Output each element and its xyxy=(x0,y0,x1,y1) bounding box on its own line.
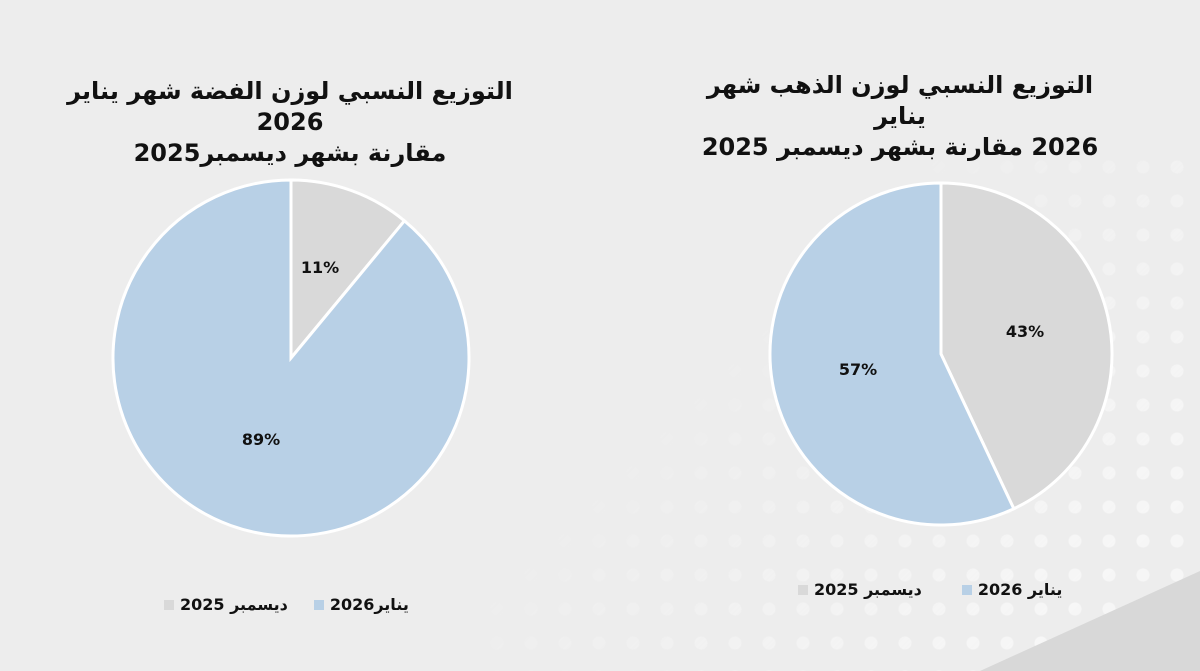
title-line: 2026 مقارنة بشهر ديسمبر 2025 xyxy=(701,133,1099,161)
legend-item-january: يناير2026 xyxy=(313,595,409,614)
gold-legend: ديسمبر 2025 يناير 2026 xyxy=(798,580,1062,599)
title-line: التوزيع النسبي لوزن الفضة شهر يناير 2026 xyxy=(67,77,513,136)
data-label: 89% xyxy=(242,430,280,449)
legend-label: ديسمبر 2025 xyxy=(814,580,922,599)
gold-chart-title: التوزيع النسبي لوزن الذهب شهر يناير 2026… xyxy=(690,70,1110,163)
legend-marker xyxy=(164,599,174,610)
title-line: التوزيع النسبي لوزن الذهب شهر يناير xyxy=(706,71,1094,130)
background-corner xyxy=(980,571,1200,671)
pie-slice xyxy=(768,181,1016,527)
data-label: 11% xyxy=(301,258,339,277)
legend-item-december: ديسمبر 2025 xyxy=(798,580,922,599)
title-line: مقارنة بشهر ديسمبر2025 xyxy=(133,139,447,167)
legend-marker xyxy=(313,599,324,610)
legend-label: يناير2026 xyxy=(329,595,409,614)
legend-item-january: يناير 2026 xyxy=(961,580,1063,599)
legend-marker xyxy=(798,584,808,595)
legend-label: ديسمبر 2025 xyxy=(180,595,288,614)
legend-marker xyxy=(961,584,972,595)
silver-legend: ديسمبر 2025 يناير2026 xyxy=(164,595,409,614)
pie-slice xyxy=(289,178,407,363)
legend-item-december: ديسمبر 2025 xyxy=(164,595,288,614)
silver-chart-title: التوزيع النسبي لوزن الفضة شهر يناير 2026… xyxy=(40,76,540,169)
data-label: 57% xyxy=(839,360,877,379)
pie-slice xyxy=(939,181,1114,511)
legend-label: يناير 2026 xyxy=(977,580,1063,599)
data-label: 43% xyxy=(1006,322,1044,341)
pie-slice xyxy=(111,178,471,538)
